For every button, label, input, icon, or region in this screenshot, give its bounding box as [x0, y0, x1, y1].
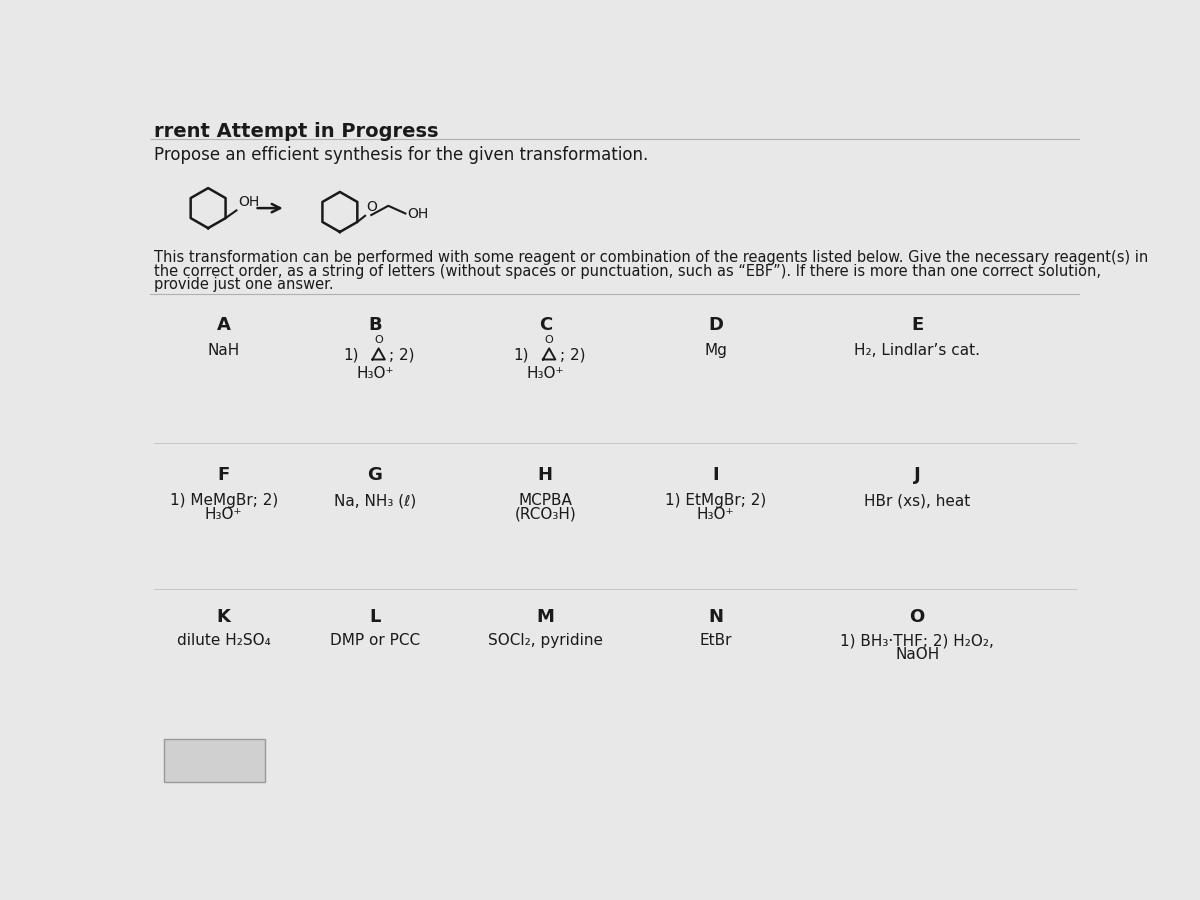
- Text: (RCO₃H): (RCO₃H): [515, 507, 576, 522]
- Text: This transformation can be performed with some reagent or combination of the rea: This transformation can be performed wit…: [154, 250, 1148, 266]
- Text: 1) MeMgBr; 2): 1) MeMgBr; 2): [169, 493, 277, 508]
- Text: C: C: [539, 316, 552, 334]
- Text: provide just one answer.: provide just one answer.: [154, 276, 334, 292]
- Text: G: G: [367, 466, 382, 484]
- Text: D: D: [708, 316, 724, 334]
- Text: ; 2): ; 2): [560, 347, 586, 363]
- Text: ; 2): ; 2): [390, 347, 415, 363]
- Text: K: K: [217, 608, 230, 626]
- Text: SOCl₂, pyridine: SOCl₂, pyridine: [487, 633, 602, 648]
- Text: Na, NH₃ (ℓ): Na, NH₃ (ℓ): [334, 493, 416, 508]
- Text: O: O: [545, 335, 553, 345]
- Text: L: L: [370, 608, 380, 626]
- Text: B: B: [368, 316, 382, 334]
- Text: J: J: [914, 466, 920, 484]
- Text: DMP or PCC: DMP or PCC: [330, 633, 420, 648]
- Text: N: N: [708, 608, 724, 626]
- Text: I: I: [713, 466, 719, 484]
- Text: NaOH: NaOH: [895, 647, 940, 662]
- Text: 1): 1): [514, 347, 529, 363]
- Text: Propose an efficient synthesis for the given transformation.: Propose an efficient synthesis for the g…: [154, 147, 648, 165]
- Text: E: E: [911, 316, 923, 334]
- Text: 1) BH₃·THF; 2) H₂O₂,: 1) BH₃·THF; 2) H₂O₂,: [840, 633, 994, 648]
- Text: H₃O⁺: H₃O⁺: [697, 507, 734, 522]
- Text: EtBr: EtBr: [700, 633, 732, 648]
- Text: 1) EtMgBr; 2): 1) EtMgBr; 2): [665, 493, 767, 508]
- Text: H₃O⁺: H₃O⁺: [356, 366, 394, 381]
- Text: M: M: [536, 608, 554, 626]
- Text: the correct order, as a string of letters (without spaces or punctuation, such a: the correct order, as a string of letter…: [154, 264, 1100, 278]
- Text: Mg: Mg: [704, 343, 727, 358]
- Text: HBr (xs), heat: HBr (xs), heat: [864, 493, 971, 508]
- Text: MCPBA: MCPBA: [518, 493, 572, 508]
- Text: A: A: [217, 316, 230, 334]
- Text: H₃O⁺: H₃O⁺: [527, 366, 564, 381]
- Text: dilute H₂SO₄: dilute H₂SO₄: [176, 633, 270, 648]
- Text: OH: OH: [407, 207, 428, 221]
- Text: H: H: [538, 466, 553, 484]
- Text: F: F: [217, 466, 229, 484]
- Text: H₂, Lindlar’s cat.: H₂, Lindlar’s cat.: [854, 343, 980, 358]
- Text: O: O: [374, 335, 383, 345]
- Text: O: O: [910, 608, 925, 626]
- Text: NaH: NaH: [208, 343, 240, 358]
- Text: H₃O⁺: H₃O⁺: [205, 507, 242, 522]
- Text: 1): 1): [343, 347, 359, 363]
- Text: O: O: [366, 201, 377, 214]
- Text: rrent Attempt in Progress: rrent Attempt in Progress: [154, 122, 438, 141]
- Bar: [164, 740, 265, 782]
- Text: OH: OH: [238, 195, 259, 209]
